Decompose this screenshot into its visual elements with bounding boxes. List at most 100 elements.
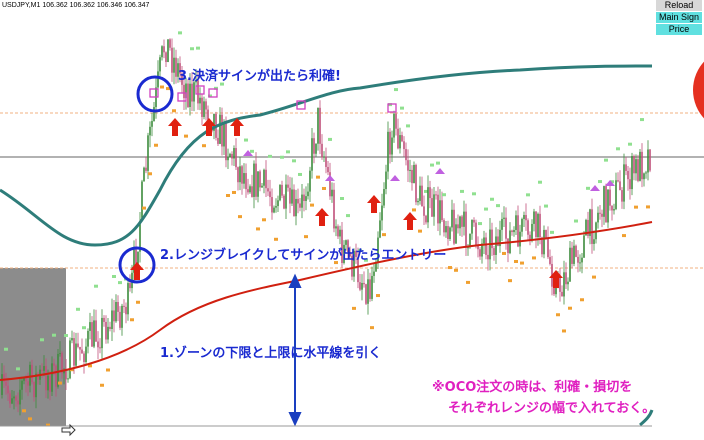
candle-body [349, 252, 351, 257]
candle-body [285, 184, 287, 209]
candle-body [63, 369, 65, 374]
candle-body [129, 283, 131, 289]
step2-label: 2.レンジブレイクしてサインが出たらエントリー [160, 247, 446, 263]
signal-dot [334, 261, 338, 265]
reload-button[interactable]: Reload [656, 0, 702, 11]
exit-marker [296, 100, 306, 110]
signal-dot [202, 144, 206, 148]
candle-body [137, 251, 139, 267]
exit-marker [387, 103, 397, 113]
candle-body [341, 229, 343, 263]
candle-body [267, 188, 269, 192]
candle-body [165, 52, 167, 63]
candle-body [241, 166, 243, 184]
candle-body [235, 148, 237, 168]
shaded-zone [0, 268, 66, 426]
signal-dot [328, 137, 332, 141]
candle-body [383, 189, 385, 206]
candle-body [361, 282, 363, 290]
candle-body [127, 283, 129, 315]
symbol-line: USDJPY,M1 106.362 106.362 106.346 106.34… [2, 2, 149, 9]
candle-body [567, 281, 569, 285]
signal-dot [544, 204, 548, 208]
signal-dot [646, 205, 650, 209]
candle-body [299, 203, 301, 208]
exit-marker [177, 92, 187, 102]
candle-body [65, 369, 67, 380]
candle-body [117, 301, 119, 312]
candle-body [225, 123, 227, 161]
candle-body [275, 206, 277, 208]
candle-body [293, 189, 295, 217]
buy-arrow [230, 118, 244, 136]
candle-body [579, 262, 581, 264]
candle-body [69, 340, 71, 379]
signal-dot [442, 193, 446, 197]
candle-body [125, 306, 127, 315]
candle-body [97, 341, 99, 348]
sell-marker [590, 185, 600, 191]
candle-body [471, 219, 473, 234]
signal-dot [562, 329, 566, 333]
candle-body [271, 197, 273, 213]
candle-body [501, 218, 503, 230]
candle-body [253, 163, 255, 197]
candle-body [41, 369, 43, 371]
candle-body [197, 80, 199, 104]
candle-body [103, 317, 105, 322]
candle-body [585, 219, 587, 236]
signal-dot [76, 307, 80, 311]
candle-body [223, 123, 225, 147]
candle-body [169, 39, 171, 48]
signal-dot [154, 143, 158, 147]
signal-dot [580, 298, 584, 302]
signal-dot [556, 313, 560, 317]
candle-body [589, 209, 591, 236]
candle-body [497, 236, 499, 247]
candle-body [395, 113, 397, 129]
candle-body [167, 39, 169, 63]
signal-dot [424, 189, 428, 193]
candle-body [107, 326, 109, 340]
candle-body [493, 248, 495, 255]
candle-body [89, 322, 91, 331]
candle-body [547, 238, 549, 258]
main-sign-button[interactable]: Main Sign [656, 12, 702, 23]
candle-body [153, 107, 155, 122]
candle-body [609, 189, 611, 206]
signal-dot [382, 233, 386, 237]
candle-body [297, 198, 299, 204]
candle-body [583, 235, 585, 258]
candle-body [365, 284, 367, 304]
candle-body [245, 173, 247, 190]
candle-body [181, 73, 183, 85]
signal-dot [568, 306, 572, 310]
candle-body [477, 245, 479, 250]
signal-dot [310, 203, 314, 207]
candle-body [59, 353, 61, 355]
candle-body [511, 230, 513, 233]
candle-body [605, 186, 607, 223]
candle-body [159, 57, 161, 72]
candle-body [453, 209, 455, 244]
signal-dot [526, 193, 530, 197]
candle-body [83, 353, 85, 363]
candle-body [353, 250, 355, 277]
signal-dot [628, 142, 632, 146]
candle-body [421, 185, 423, 207]
buy-arrow [367, 195, 381, 213]
signal-dot [478, 222, 482, 226]
candle-body [449, 227, 451, 239]
candle-body [199, 97, 201, 104]
candle-body [637, 159, 639, 181]
entry-circle [118, 246, 156, 284]
signal-dot [508, 279, 512, 283]
candle-body [457, 224, 459, 229]
candle-body [573, 245, 575, 264]
candle-body [577, 256, 579, 263]
signal-dot [616, 147, 620, 151]
candle-body [505, 217, 507, 239]
candle-body [173, 57, 175, 73]
price-button[interactable]: Price [656, 24, 702, 35]
signal-dot [586, 186, 590, 190]
